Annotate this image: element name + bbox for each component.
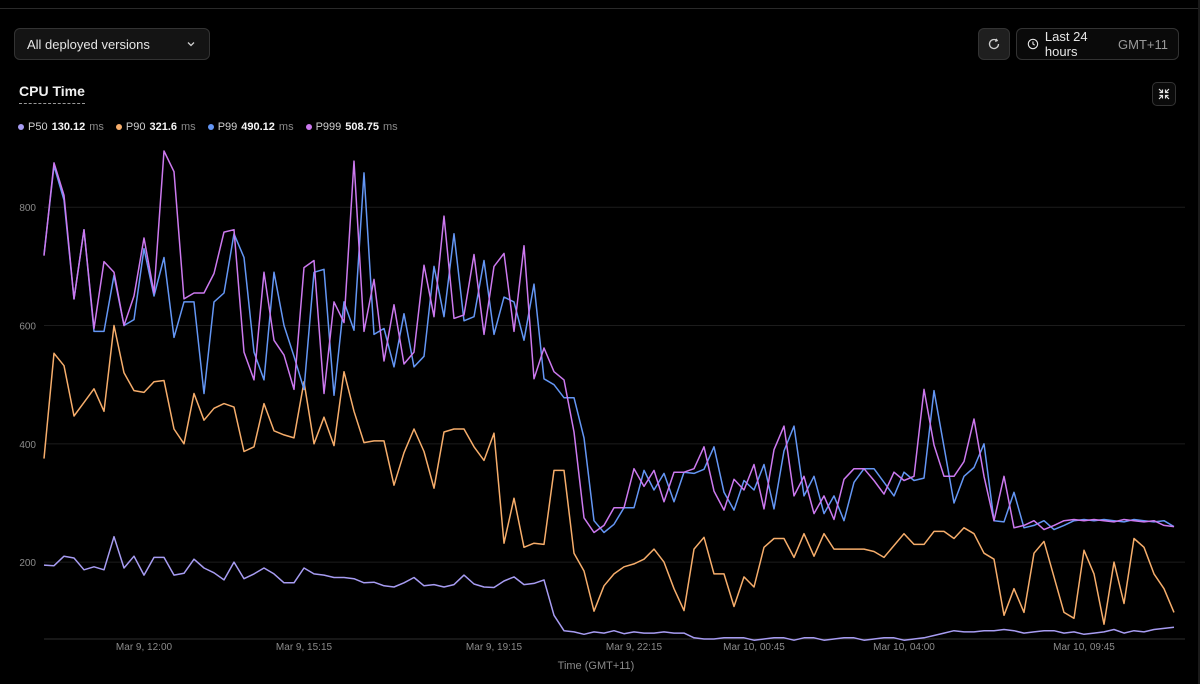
legend-unit: ms — [278, 121, 294, 133]
legend-name: P90 — [125, 121, 146, 133]
x-tick-label: Mar 10, 00:45 — [723, 642, 785, 653]
legend-value: 130.12 — [51, 121, 86, 133]
chart-title[interactable]: CPU Time — [19, 83, 85, 104]
legend-dot — [18, 124, 24, 130]
x-tick-label: Mar 10, 09:45 — [1053, 642, 1115, 653]
x-axis-title: Time (GMT+11) — [558, 660, 635, 672]
legend-name: P99 — [217, 121, 238, 133]
time-range-label: Last 24 hours — [1044, 29, 1088, 59]
legend-unit: ms — [89, 121, 104, 133]
legend-name: P999 — [315, 121, 342, 133]
x-tick-label: Mar 10, 04:00 — [873, 642, 935, 653]
collapse-button[interactable] — [1152, 82, 1176, 106]
legend-item-p999[interactable]: P999 508.75 ms — [305, 121, 398, 133]
right-border — [1198, 0, 1200, 684]
cpu-time-chart[interactable]: 200 400 600 800 Mar 9, 12:00 Mar 9, 15:15 Mar … — [0, 140, 1200, 684]
refresh-button[interactable] — [978, 28, 1010, 60]
legend-dot — [207, 124, 214, 130]
legend-unit: ms — [382, 121, 398, 133]
legend-value: 321.6 — [149, 121, 178, 133]
top-divider — [0, 8, 1200, 9]
y-tick-label: 800 — [19, 203, 36, 214]
legend-name: P50 — [28, 121, 48, 133]
timezone-label: GMT+11 — [1118, 36, 1168, 52]
x-tick-label: Mar 9, 15:15 — [276, 642, 333, 653]
legend-unit: ms — [181, 121, 196, 133]
x-tick-label: Mar 9, 22:15 — [606, 642, 663, 653]
legend-value: 508.75 — [345, 121, 379, 133]
version-select-label: All deployed versions — [27, 36, 150, 52]
series-line-p50 — [43, 535, 1175, 641]
collapse-icon — [1158, 88, 1170, 100]
chevron-down-icon — [187, 42, 195, 47]
series-line-p999 — [43, 150, 1175, 534]
y-tick-label: 200 — [19, 558, 36, 569]
version-select[interactable]: All deployed versions — [14, 28, 210, 60]
legend-dot — [305, 124, 312, 130]
legend-item-p99[interactable]: P99 490.12 ms — [207, 121, 294, 133]
series-line-p99 — [43, 165, 1175, 534]
legend: P50 130.12 ms P90 321.6 ms P99 490.12 ms… — [18, 121, 398, 133]
legend-dot — [115, 124, 122, 130]
x-tick-label: Mar 9, 12:00 — [116, 642, 173, 653]
legend-value: 490.12 — [241, 121, 275, 133]
legend-item-p90[interactable]: P90 321.6 ms — [115, 121, 196, 133]
legend-item-p50[interactable]: P50 130.12 ms — [18, 121, 104, 133]
y-tick-label: 600 — [19, 322, 36, 333]
x-tick-label: Mar 9, 19:15 — [466, 642, 523, 653]
time-range-button[interactable]: Last 24 hours GMT+11 — [1016, 28, 1179, 60]
y-tick-label: 400 — [19, 440, 36, 451]
refresh-icon — [988, 38, 1000, 50]
series-line-p90 — [43, 324, 1175, 625]
clock-icon — [1027, 38, 1039, 50]
